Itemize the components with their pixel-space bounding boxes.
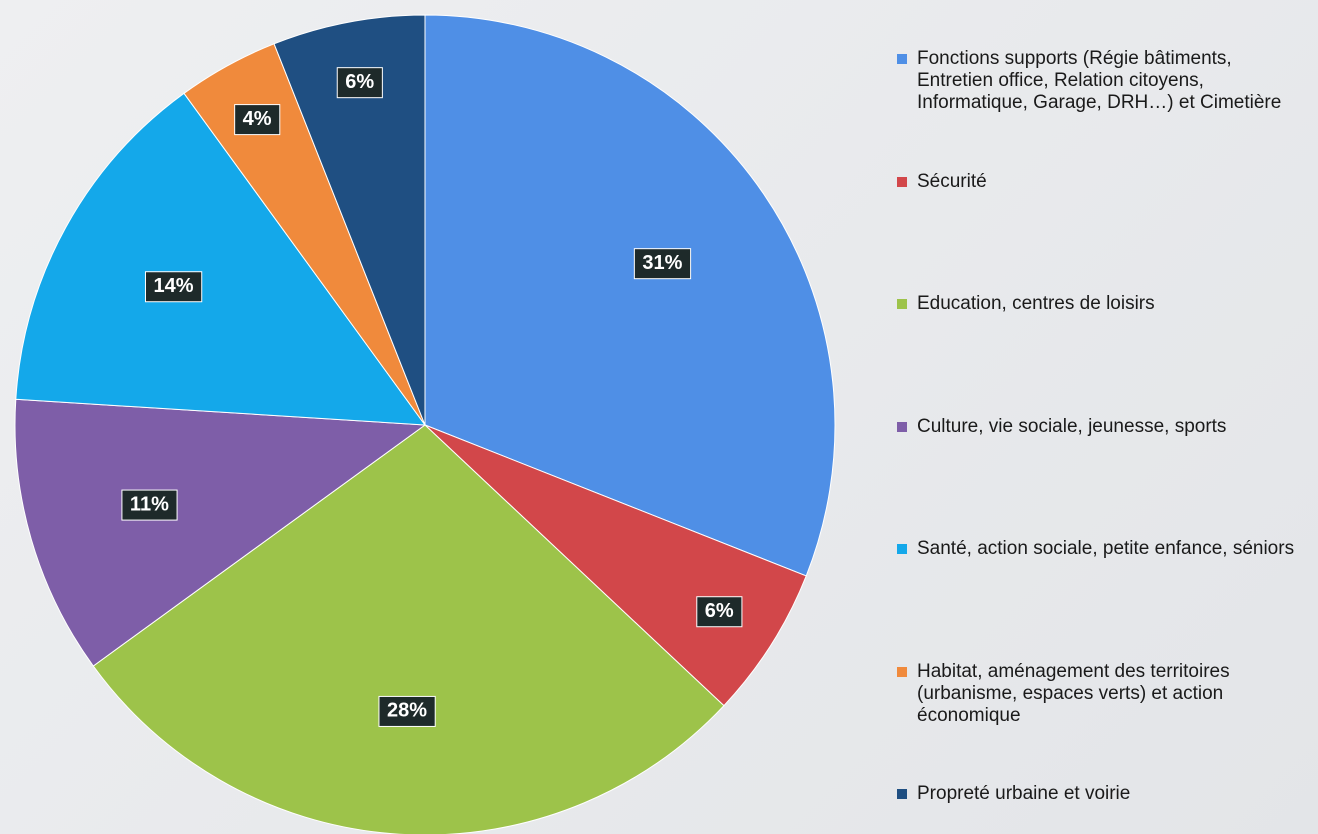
data-label-group: 4% — [234, 104, 281, 136]
pie-slice — [424, 14, 836, 577]
legend-label: Habitat, aménagement des territoires (ur… — [917, 660, 1230, 726]
legend-item: Fonctions supports (Régie bâtiments, Ent… — [897, 48, 1307, 114]
data-label-box — [336, 67, 383, 99]
data-label: 11% — [130, 493, 169, 515]
data-label-box — [121, 489, 178, 521]
legend-item: Sécurité — [897, 171, 1307, 193]
pie-slice — [273, 14, 426, 426]
legend-label: Sécurité — [917, 170, 987, 192]
pie-slice — [424, 424, 807, 707]
pie-slice — [92, 424, 725, 834]
data-label: 14% — [153, 275, 193, 297]
data-label-group: 11% — [121, 489, 178, 521]
data-label-box — [696, 596, 743, 628]
data-label: 4% — [243, 108, 272, 130]
data-label: 31% — [642, 252, 682, 274]
data-label: 28% — [387, 700, 427, 722]
data-label-box — [144, 271, 203, 303]
legend-swatch — [897, 544, 907, 554]
legend-label: Santé, action sociale, petite enfance, s… — [917, 538, 1295, 559]
legend-swatch — [897, 299, 907, 309]
legend-item: Culture, vie sociale, jeunesse, sports — [897, 416, 1307, 438]
legend-item: Santé, action sociale, petite enfance, s… — [897, 538, 1307, 560]
data-label-box — [234, 104, 281, 136]
data-label: 6% — [345, 71, 374, 93]
legend-swatch — [897, 789, 907, 799]
data-label: 6% — [705, 600, 734, 622]
legend-label: Culture, vie sociale, jeunesse, sports — [917, 415, 1227, 437]
data-label-box — [378, 695, 436, 727]
legend-label: Fonctions supports (Régie bâtiments, Ent… — [917, 48, 1282, 113]
data-label-group: 6% — [336, 67, 383, 99]
data-label-group: 14% — [144, 271, 203, 303]
pie-slice — [15, 92, 427, 426]
legend-swatch — [897, 421, 907, 432]
legend-swatch — [897, 54, 907, 64]
data-label-group: 28% — [378, 695, 436, 727]
legend-item: Propreté urbaine et voirie — [897, 783, 1307, 805]
legend-item: Habitat, aménagement des territoires (ur… — [897, 661, 1307, 727]
pie-slice — [14, 398, 427, 667]
legend-label: Propreté urbaine et voirie — [917, 783, 1131, 804]
legend-swatch — [897, 666, 907, 677]
legend-item: Education, centres de loisirs — [897, 293, 1307, 315]
legend-label: Education, centres de loisirs — [917, 293, 1155, 314]
legend-swatch — [897, 176, 907, 187]
data-label-group: 6% — [696, 596, 743, 628]
data-label-group: 31% — [633, 248, 692, 280]
data-label-box — [633, 248, 692, 280]
